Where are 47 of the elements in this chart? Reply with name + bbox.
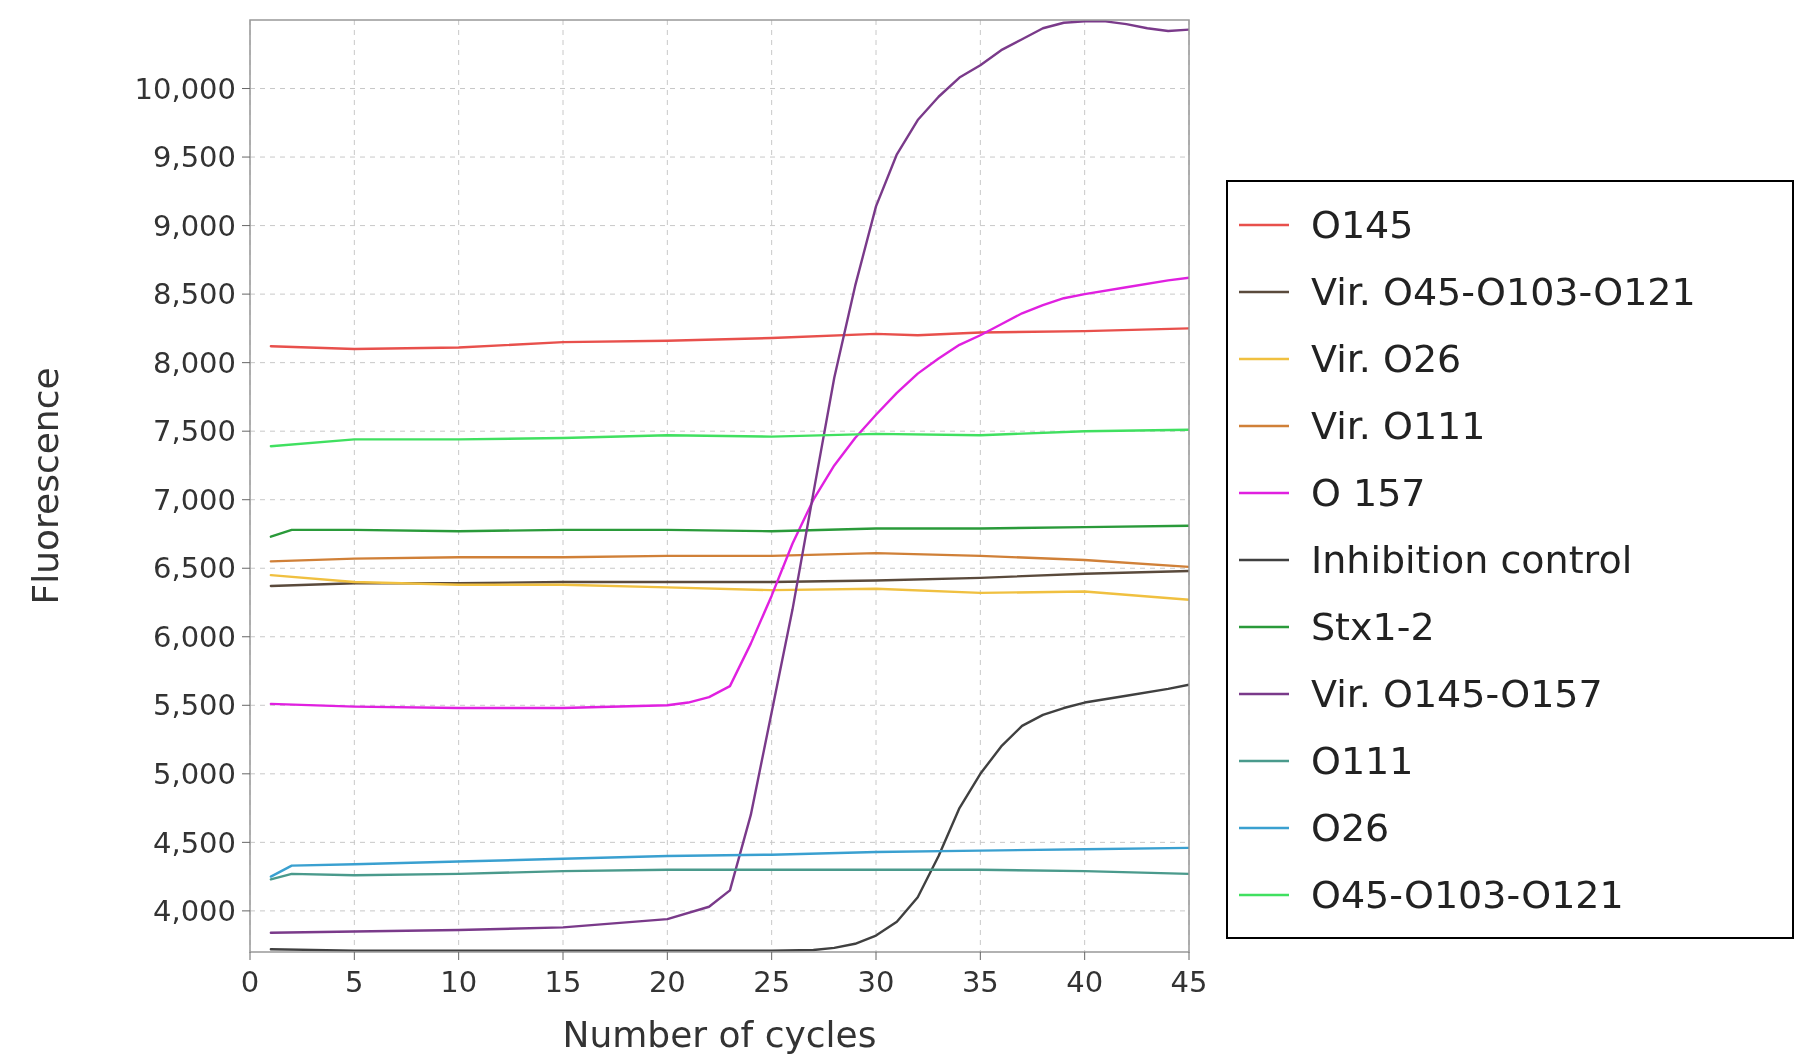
y-tick-label: 9,500 (152, 140, 236, 175)
y-axis-title: Fluorescence (25, 367, 66, 605)
x-tick-label: 25 (753, 965, 791, 999)
y-tick-label: 10,000 (134, 71, 236, 106)
legend-label: O111 (1311, 739, 1414, 784)
y-tick-label: 5,500 (152, 688, 236, 723)
legend-label: Vir. O111 (1311, 404, 1486, 449)
x-tick-label: 30 (857, 965, 895, 999)
x-tick-label: 15 (544, 965, 582, 999)
y-tick-label: 4,500 (152, 825, 236, 860)
y-tick-label: 9,000 (152, 208, 236, 243)
legend-label: Stx1-2 (1311, 605, 1435, 650)
line-series (269, 524, 1189, 538)
legend-label: Inhibition control (1311, 538, 1633, 583)
y-tick-label: 4,000 (152, 894, 236, 929)
line-series (269, 569, 1189, 588)
legend-label: Vir. O45-O103-O121 (1311, 270, 1696, 315)
x-tick-label: 40 (1066, 965, 1104, 999)
y-tick-label: 7,000 (152, 482, 236, 517)
y-tick-label: 6,500 (152, 551, 236, 586)
legend-label: O26 (1311, 806, 1390, 851)
y-tick-label: 8,500 (152, 277, 236, 312)
x-tick-label: 20 (648, 965, 686, 999)
line-series (269, 20, 1189, 935)
legend-label: O45-O103-O121 (1311, 873, 1624, 918)
line-series (269, 573, 1189, 601)
y-tick-label: 7,500 (152, 414, 236, 449)
x-tick-label: 5 (345, 965, 364, 999)
legend-label: Vir. O26 (1311, 337, 1462, 382)
legend-label: Vir. O145-O157 (1311, 672, 1603, 717)
x-tick-label: 35 (961, 965, 999, 999)
x-tick-label: 0 (240, 965, 260, 999)
line-series (269, 868, 1189, 881)
x-tick-label: 10 (440, 965, 478, 999)
line-series (269, 683, 1189, 952)
line-series (269, 846, 1189, 878)
legend-label: O 157 (1311, 471, 1426, 516)
line-series (269, 327, 1189, 351)
legend-label: O145 (1311, 203, 1414, 248)
line-series (269, 551, 1189, 569)
x-tick-label: 45 (1170, 965, 1208, 999)
x-axis-title: Number of cycles (562, 1014, 877, 1055)
y-tick-label: 5,000 (152, 756, 236, 791)
line-series (269, 276, 1189, 710)
y-tick-label: 6,000 (152, 619, 236, 654)
line-series (269, 428, 1189, 448)
y-tick-label: 8,000 (152, 345, 236, 380)
